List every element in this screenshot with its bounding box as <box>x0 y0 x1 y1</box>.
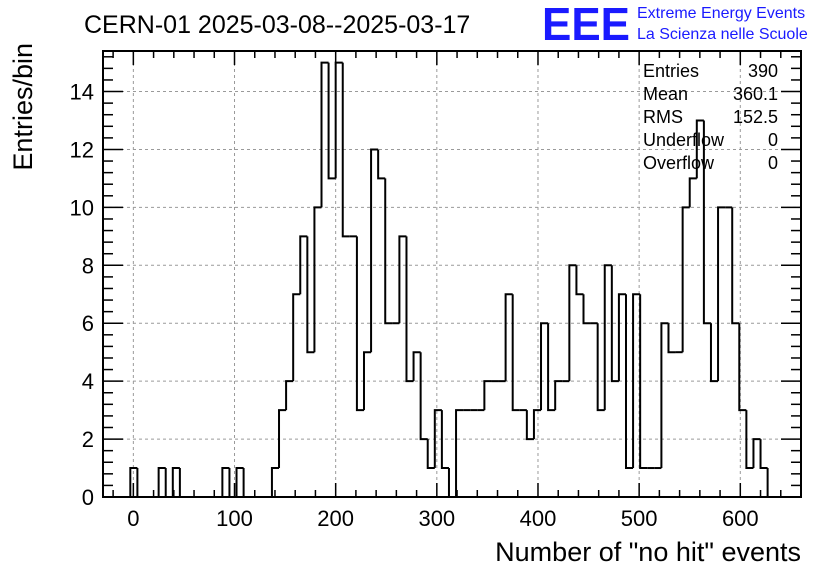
histogram-bin <box>624 294 634 470</box>
histogram-bin <box>582 294 591 325</box>
histogram-bin <box>355 236 364 412</box>
histogram-bin <box>440 410 449 470</box>
histogram-bin <box>370 148 379 353</box>
histogram-bin <box>270 467 280 497</box>
eee-logo-line2: La Scienza nelle Scuole <box>637 26 808 43</box>
histogram-bin <box>320 61 329 208</box>
histogram-bin <box>603 264 612 411</box>
axes: 0 100 200 300 400 500 600 0 2 4 6 8 10 12 14 <box>70 50 802 531</box>
histogram-bin <box>554 380 563 411</box>
histogram-bin <box>433 409 442 469</box>
stats-value: 152.5 <box>733 107 778 127</box>
eee-logo-line1: Extreme Energy Events <box>637 5 805 22</box>
histogram-bin <box>745 410 754 470</box>
grid-lines <box>103 51 801 497</box>
y-tick-label: 0 <box>82 485 94 510</box>
histogram-bin <box>540 322 549 411</box>
chart-title: CERN-01 2025-03-08--2025-03-17 <box>84 11 470 39</box>
histogram-bin <box>483 380 492 411</box>
y-tick-label: 12 <box>70 137 94 162</box>
stats-label: Entries <box>643 61 699 81</box>
x-tick-label: 300 <box>418 506 455 531</box>
x-tick-label: 200 <box>317 506 354 531</box>
histogram-bin <box>667 323 676 354</box>
histogram-bin <box>285 380 294 411</box>
histogram-bin <box>639 294 648 470</box>
histogram-bin <box>426 439 435 470</box>
histogram-bin <box>292 293 301 382</box>
histogram-bin <box>504 293 513 382</box>
histogram-bin <box>455 409 464 497</box>
histogram-bars <box>129 61 775 498</box>
histogram-bin <box>738 323 747 412</box>
histogram-bin <box>547 323 556 412</box>
stats-label: Underflow <box>643 130 725 150</box>
x-tick-label: 0 <box>127 506 139 531</box>
histogram-bin <box>405 236 414 383</box>
histogram-bin <box>398 235 407 324</box>
histogram-bin <box>731 207 740 325</box>
histogram-bin <box>596 323 605 412</box>
histogram-bin <box>695 119 704 179</box>
stats-label: Mean <box>643 84 688 104</box>
x-tick-label: 500 <box>621 506 658 531</box>
histogram-bin <box>709 323 719 383</box>
histogram-bin <box>525 410 534 441</box>
stats-value: 0 <box>768 153 778 173</box>
histogram-bin <box>235 467 244 497</box>
histogram-bin <box>632 293 641 469</box>
y-tick-label: 8 <box>82 253 94 278</box>
y-tick-label: 2 <box>82 427 94 452</box>
histogram-bin <box>610 265 619 383</box>
histogram-bin <box>575 265 584 296</box>
histogram-bin <box>313 206 322 353</box>
histogram-bin <box>717 206 726 382</box>
histogram-bin <box>752 438 761 469</box>
histogram-bin <box>681 206 690 353</box>
histogram-bin <box>384 178 393 325</box>
histogram-bin <box>327 62 336 180</box>
stats-value: 0 <box>768 130 778 150</box>
histogram-bin <box>341 62 350 238</box>
histogram-bin <box>617 293 626 382</box>
histogram-bin <box>157 467 166 497</box>
histogram-bin <box>568 264 577 382</box>
y-tick-label: 4 <box>82 369 94 394</box>
stats-label: RMS <box>643 107 683 127</box>
histogram-bin <box>129 467 138 497</box>
eee-logo-mark: EEE <box>542 0 630 50</box>
stats-value: 390 <box>748 61 778 81</box>
x-tick-label: 600 <box>722 506 759 531</box>
y-tick-label: 6 <box>82 311 94 336</box>
histogram-bin <box>412 351 421 382</box>
eee-logo: EEE Extreme Energy Events La Scienza nel… <box>542 0 808 50</box>
stats-box: Entries 390 Mean 360.1 RMS 152.5 Underflow 0 Ove… <box>643 61 778 173</box>
histogram-bin <box>299 235 308 295</box>
histogram-bin <box>278 409 287 469</box>
histogram-bin <box>221 467 230 497</box>
plot-frame <box>102 50 802 498</box>
histogram-bin <box>306 236 315 354</box>
x-tick-label: 400 <box>520 506 557 531</box>
histogram-bin <box>171 467 180 497</box>
stats-label: Overflow <box>643 153 715 173</box>
histogram-bin <box>759 439 768 470</box>
y-axis-title: Entries/bin <box>8 43 38 171</box>
histogram-bin <box>362 351 372 411</box>
histogram-bin <box>419 352 428 441</box>
x-tick-label: 100 <box>216 506 253 531</box>
histogram-bin <box>511 294 520 412</box>
x-axis-title: Number of "no hit" events <box>495 537 801 567</box>
histogram-bin <box>702 120 711 325</box>
y-tick-label: 14 <box>70 80 94 105</box>
stats-value: 360.1 <box>733 84 778 104</box>
y-tick-label: 10 <box>70 195 94 220</box>
histogram-bin <box>532 409 542 440</box>
histogram-bin <box>377 149 386 180</box>
histogram-bin <box>660 322 669 469</box>
histogram-bin <box>688 177 697 208</box>
